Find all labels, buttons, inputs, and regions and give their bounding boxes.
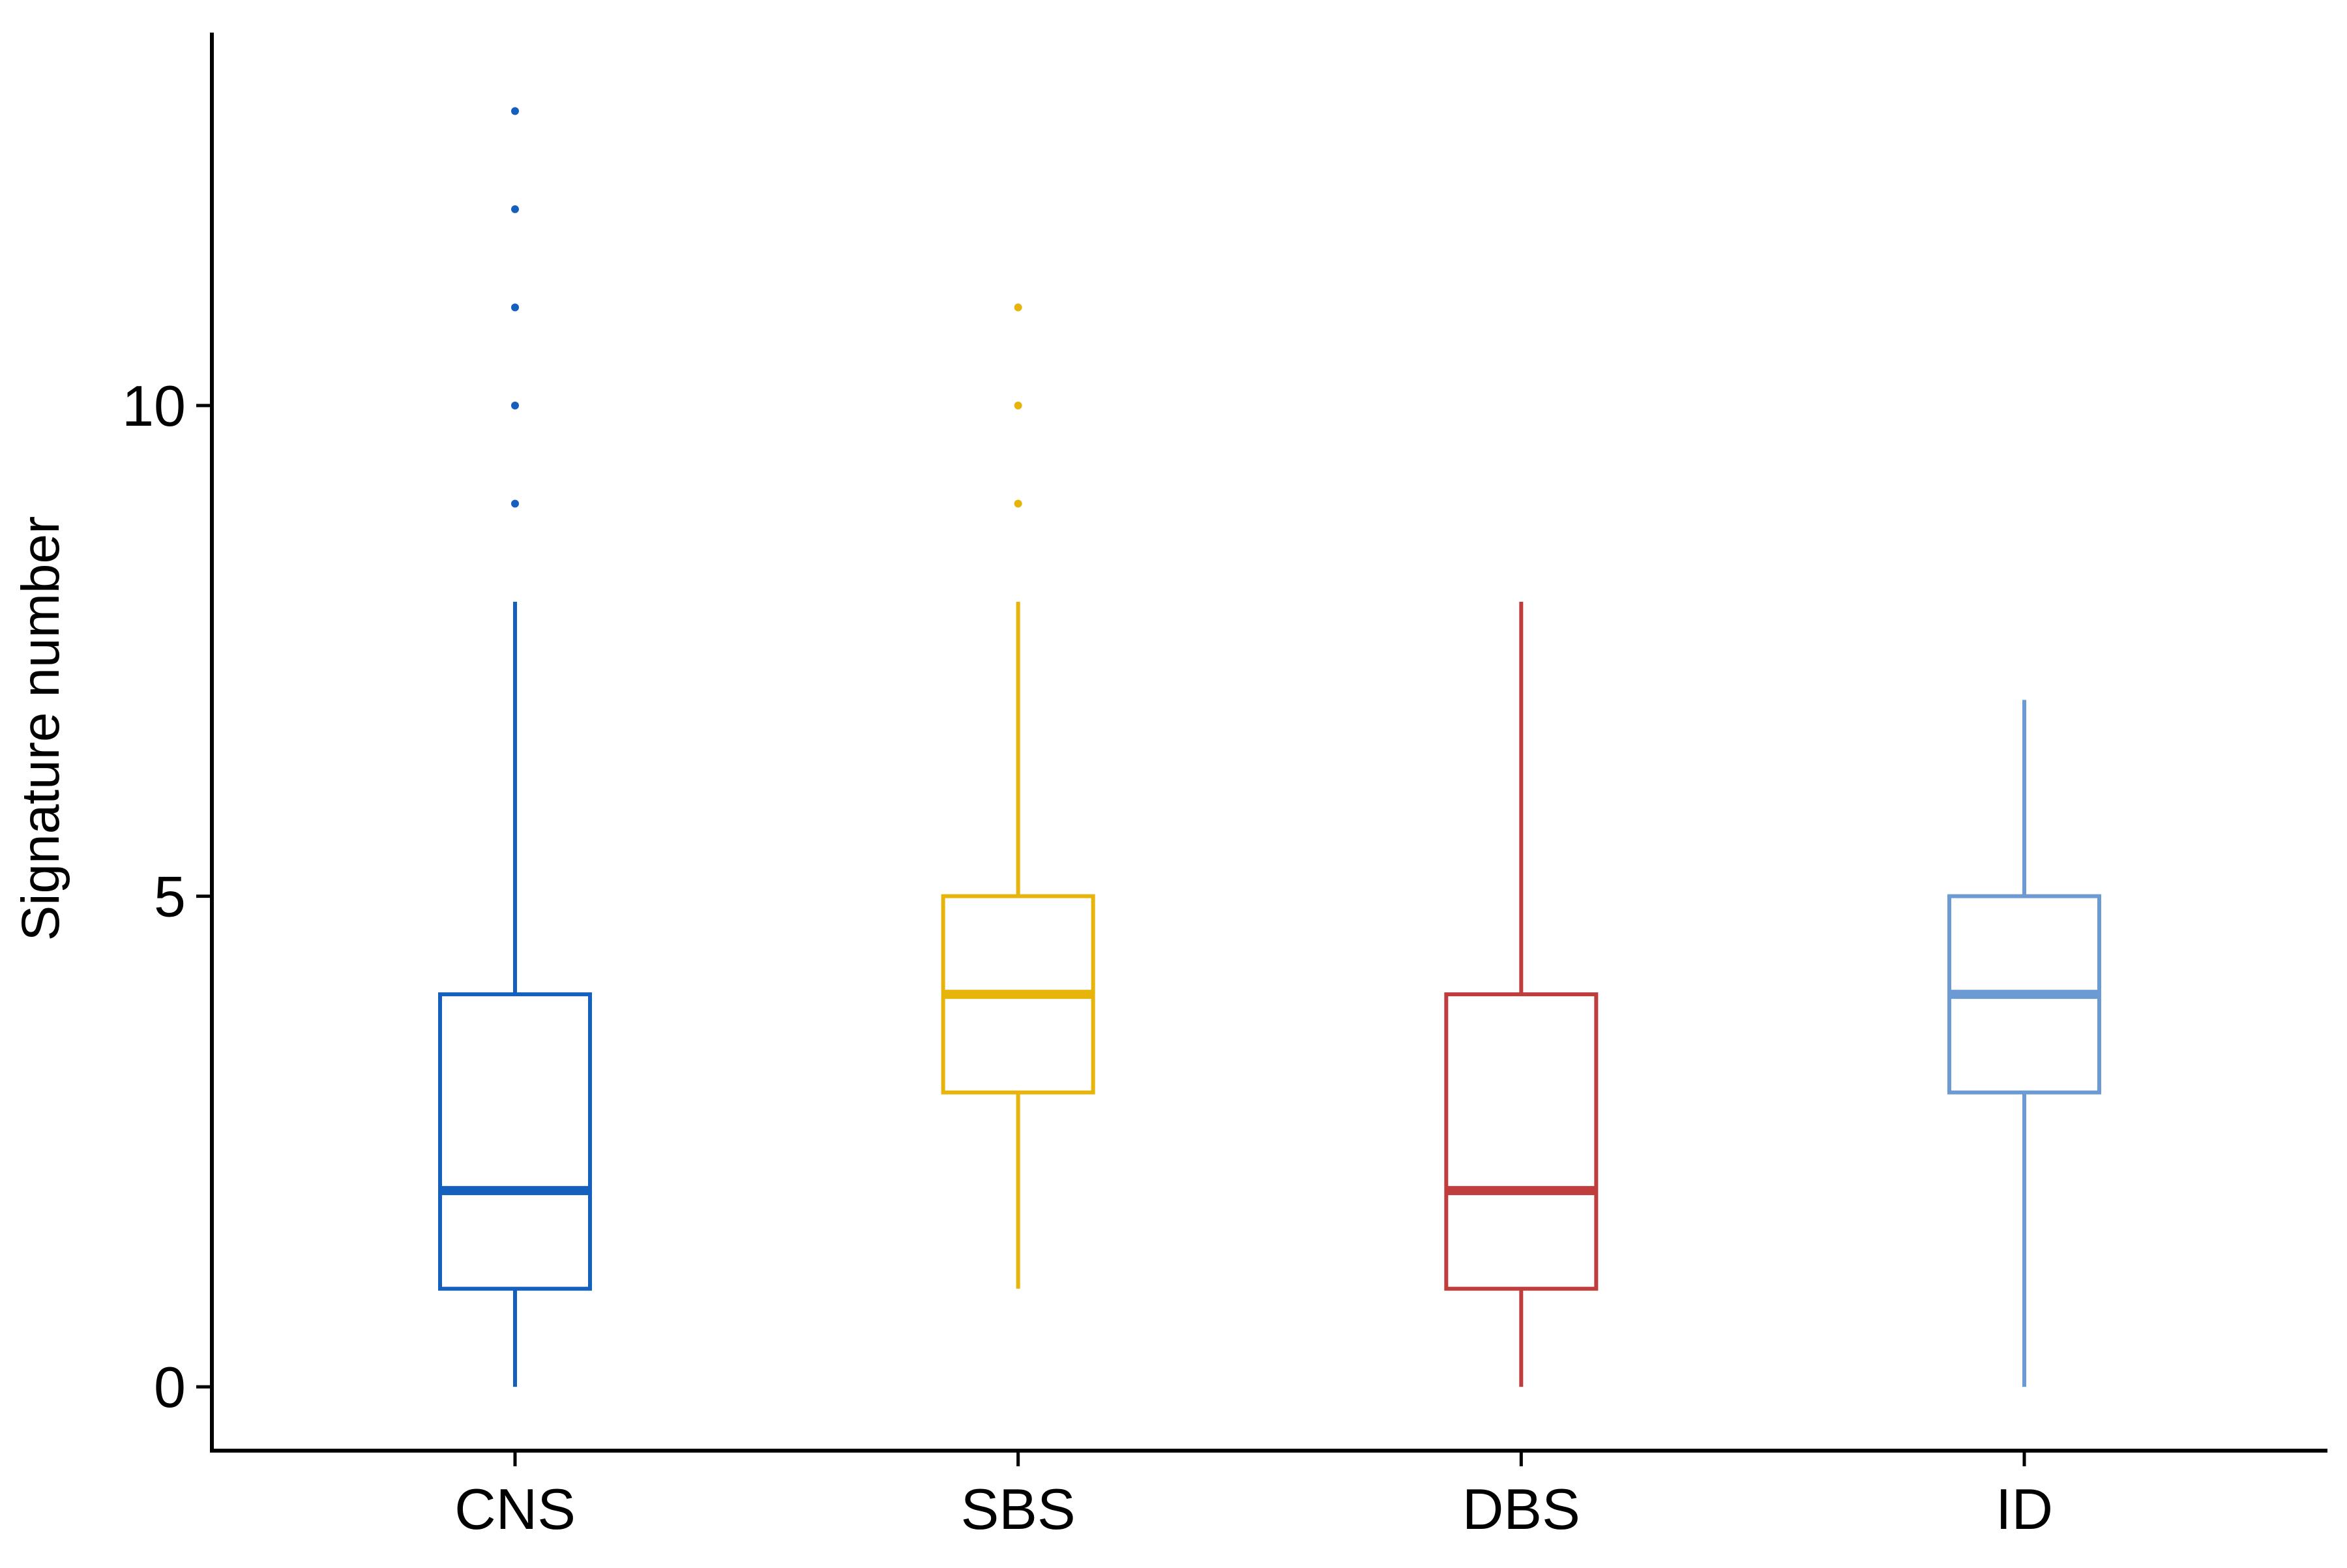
outlier-point	[511, 303, 519, 312]
y-axis-title: Signature number	[11, 516, 70, 941]
x-tick-label: SBS	[961, 1477, 1076, 1541]
outlier-point	[1014, 303, 1022, 312]
y-axis-ticks: 0 5 10	[122, 374, 212, 1419]
box-body	[438, 992, 592, 1291]
axes: 0 5 10 CNS SBS DBS ID Signature number	[11, 33, 2327, 1541]
outlier-point	[511, 205, 519, 213]
box-cns	[438, 107, 592, 1387]
x-tick-label: DBS	[1462, 1477, 1580, 1541]
outlier-point	[1014, 499, 1022, 508]
box-body	[1444, 992, 1599, 1291]
x-tick-label: CNS	[454, 1477, 576, 1541]
box-dbs	[1444, 602, 1599, 1387]
plot-area	[438, 107, 2101, 1387]
y-tick-label: 10	[122, 374, 186, 438]
y-tick-label: 5	[154, 865, 186, 929]
x-axis-ticks: CNS SBS DBS ID	[454, 1451, 2053, 1541]
outlier-point	[1014, 401, 1022, 409]
outlier-point	[511, 107, 519, 115]
outlier-point	[511, 499, 519, 508]
outlier-point	[511, 401, 519, 409]
box-id	[1947, 700, 2101, 1387]
x-tick-label: ID	[1996, 1477, 2053, 1541]
box-sbs	[941, 303, 1095, 1289]
y-tick-label: 0	[154, 1355, 186, 1419]
